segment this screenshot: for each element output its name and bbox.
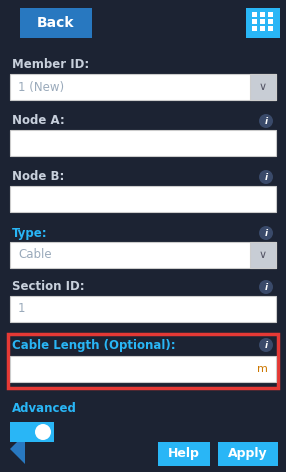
Text: i: i: [265, 340, 268, 349]
Bar: [8, 334, 278, 388]
Text: Help: Help: [168, 447, 200, 461]
Circle shape: [35, 424, 51, 440]
Bar: [268, 12, 273, 17]
Bar: [10, 74, 276, 100]
Circle shape: [259, 226, 273, 240]
Text: Node B:: Node B:: [12, 170, 64, 184]
Bar: [158, 442, 210, 466]
Text: Cable Length (Optional):: Cable Length (Optional):: [12, 338, 176, 352]
Bar: [260, 26, 265, 31]
Text: ∨: ∨: [259, 250, 267, 260]
Bar: [252, 26, 257, 31]
Bar: [250, 242, 276, 268]
Bar: [10, 186, 276, 212]
Bar: [218, 442, 278, 466]
Text: Member ID:: Member ID:: [12, 59, 89, 71]
Circle shape: [259, 280, 273, 294]
Text: i: i: [265, 283, 268, 292]
Text: i: i: [265, 117, 268, 126]
Bar: [260, 19, 265, 24]
Bar: [10, 296, 276, 322]
Text: Type:: Type:: [12, 227, 48, 239]
Bar: [268, 26, 273, 31]
Text: Back: Back: [37, 16, 75, 30]
Bar: [20, 8, 92, 38]
Bar: [10, 356, 276, 382]
Bar: [250, 74, 276, 100]
Bar: [10, 130, 276, 156]
Bar: [260, 12, 265, 17]
Text: Node A:: Node A:: [12, 115, 65, 127]
Text: i: i: [265, 228, 268, 237]
Text: m: m: [257, 364, 268, 374]
Circle shape: [259, 170, 273, 184]
Text: 1 (New): 1 (New): [18, 81, 64, 93]
Bar: [252, 19, 257, 24]
Circle shape: [259, 338, 273, 352]
Circle shape: [259, 114, 273, 128]
Text: Advanced: Advanced: [12, 402, 77, 414]
FancyBboxPatch shape: [10, 422, 54, 442]
Bar: [252, 12, 257, 17]
Text: Apply: Apply: [228, 447, 268, 461]
Text: Section ID:: Section ID:: [12, 280, 85, 294]
Text: 1: 1: [18, 303, 25, 315]
Text: i: i: [265, 172, 268, 182]
Polygon shape: [10, 434, 25, 464]
Bar: [246, 8, 280, 38]
Bar: [10, 242, 276, 268]
Text: Cable: Cable: [18, 248, 52, 261]
Bar: [268, 19, 273, 24]
Text: ∨: ∨: [259, 82, 267, 92]
